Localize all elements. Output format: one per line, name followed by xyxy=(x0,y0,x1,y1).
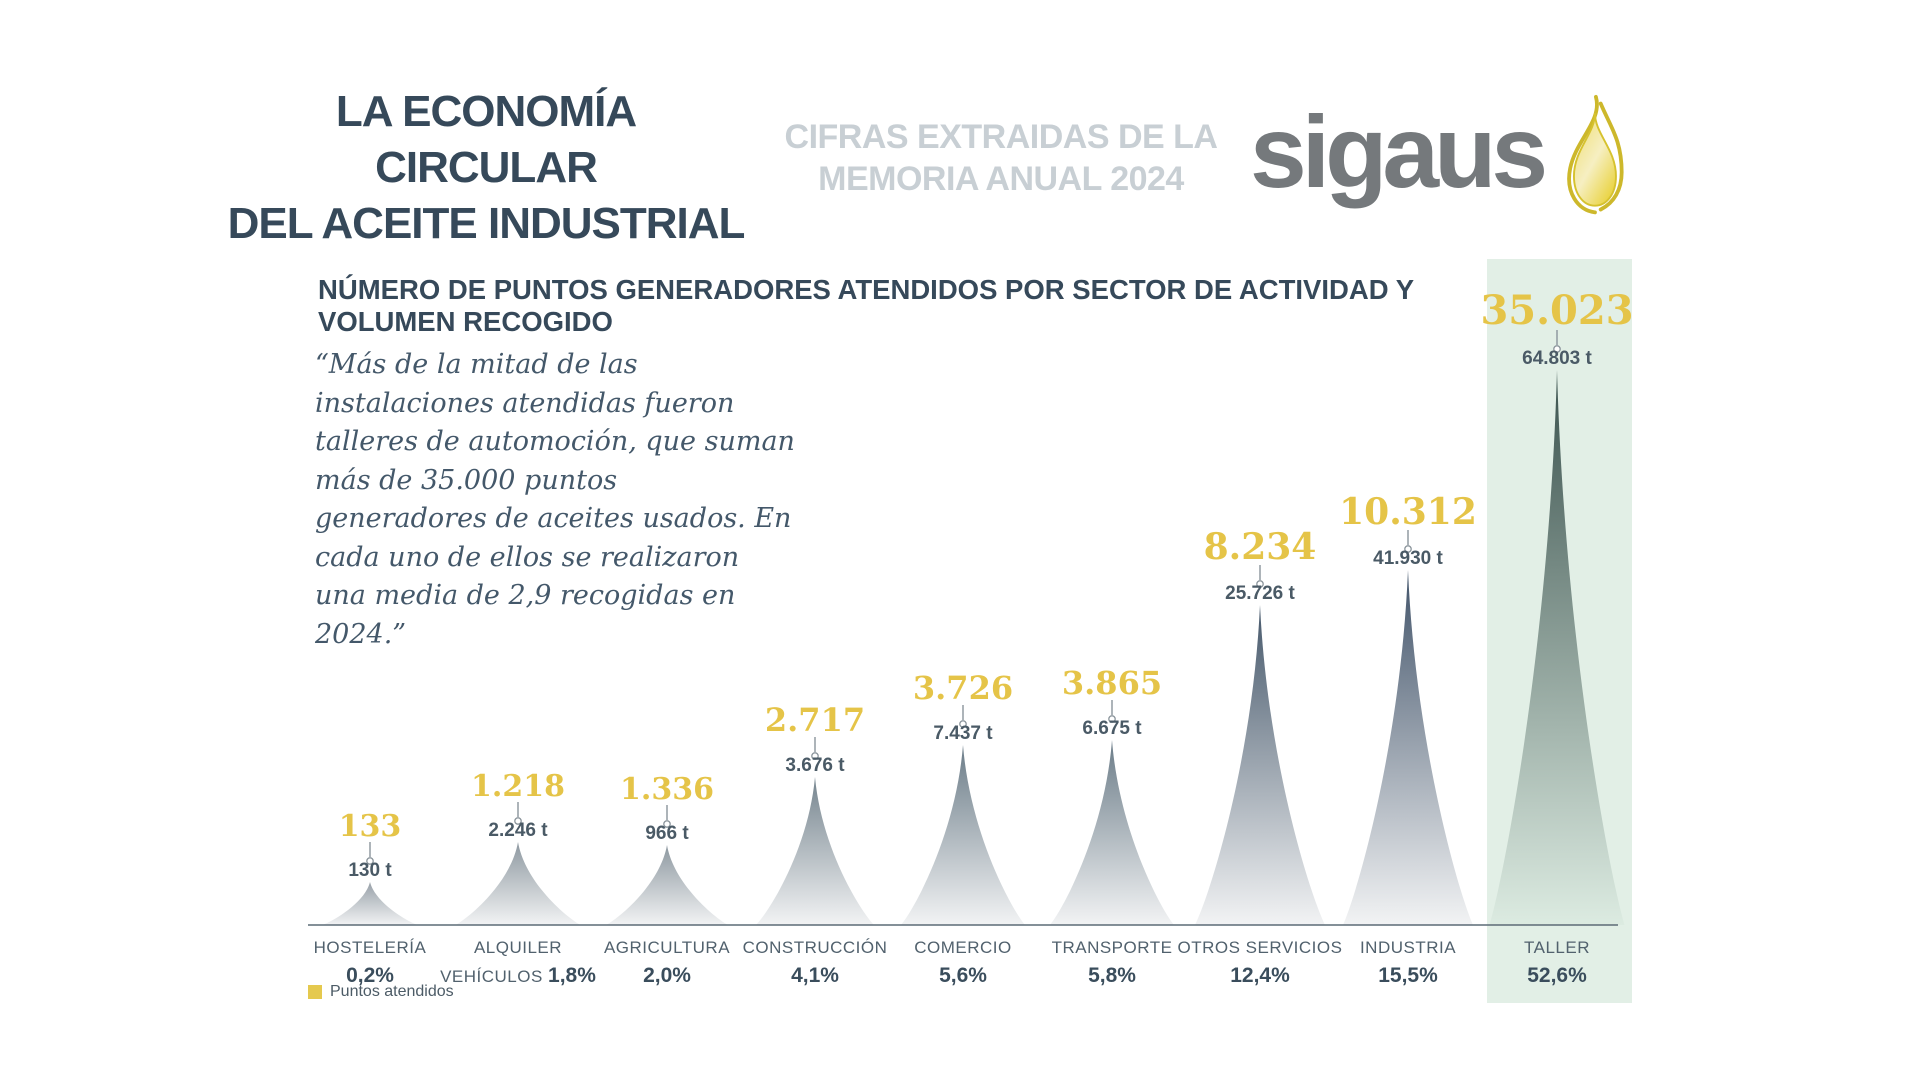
sigaus-logo: sigaus xyxy=(1250,94,1637,220)
puntos-value: 2.717 xyxy=(765,701,865,739)
source-subtitle-line1: CIFRAS EXTRAIDAS DE LA xyxy=(784,118,1218,156)
pin-dot xyxy=(1404,545,1412,553)
sector-pct: 0,2% xyxy=(346,964,394,987)
puntos-value: 1.336 xyxy=(620,772,714,807)
legend-swatch xyxy=(308,985,322,999)
sector-pct: 5,8% xyxy=(1088,964,1136,987)
page-title: LA ECONOMÍA CIRCULAR DEL ACEITE INDUSTRI… xyxy=(226,84,746,252)
sector-pct: 5,6% xyxy=(939,964,987,987)
volumen-value: 6.675 t xyxy=(1082,718,1142,739)
volumen-value: 25.726 t xyxy=(1225,583,1295,604)
source-subtitle: CIFRAS EXTRAIDAS DE LA MEMORIA ANUAL 202… xyxy=(783,116,1219,200)
page-title-line1: LA ECONOMÍA CIRCULAR xyxy=(335,87,637,192)
chart-title: NÚMERO DE PUNTOS GENERADORES ATENDIDOS P… xyxy=(318,274,1414,337)
logo-text: sigaus xyxy=(1250,95,1548,209)
peak-shape xyxy=(455,842,581,925)
legend-label: Puntos atendidos xyxy=(330,983,454,1000)
sector-pct: 2,0% xyxy=(643,964,691,987)
puntos-value: 1.218 xyxy=(471,769,565,804)
sector-label: TALLER xyxy=(1524,938,1590,957)
sector-label: INDUSTRIA xyxy=(1360,938,1456,957)
pin-dot xyxy=(1108,715,1116,723)
oil-drop-icon xyxy=(1567,94,1624,215)
peak-column-agricultura: 1.336 966 t AGRICULTURA 2,0% xyxy=(604,772,730,987)
sector-label: COMERCIO xyxy=(914,938,1012,957)
peak-shape xyxy=(1489,370,1625,925)
peak-column-hosteler-a: 133 130 t HOSTELERÍA 0,2% xyxy=(314,809,427,987)
sector-label: TRANSPORTE xyxy=(1052,938,1173,957)
volumen-value: 130 t xyxy=(348,860,392,881)
pin-dot xyxy=(1256,580,1264,588)
volumen-value: 64.803 t xyxy=(1522,348,1592,369)
sector-pct: 12,4% xyxy=(1230,964,1290,987)
pin-dot xyxy=(514,817,522,825)
pin-dot xyxy=(1553,345,1561,353)
pin-dot xyxy=(959,720,967,728)
volumen-value: 2.246 t xyxy=(488,820,548,841)
peak-column-otros-servicios: 8.234 25.726 t OTROS SERVICIOS 12,4% xyxy=(1178,526,1343,987)
peak-shape xyxy=(606,845,728,925)
peak-shape xyxy=(322,882,418,925)
volumen-value: 966 t xyxy=(645,823,689,844)
peak-shape xyxy=(901,745,1025,925)
sector-pct: 15,5% xyxy=(1378,964,1438,987)
pin-dot xyxy=(811,752,819,760)
puntos-value: 133 xyxy=(339,809,402,844)
peak-shape xyxy=(1050,740,1174,925)
puntos-value: 3.726 xyxy=(913,669,1013,707)
peak-column-comercio: 3.726 7.437 t COMERCIO 5,6% xyxy=(901,669,1025,987)
volumen-value: 7.437 t xyxy=(933,723,993,744)
volumen-value: 41.930 t xyxy=(1373,548,1443,569)
volumen-value: 3.676 t xyxy=(785,755,845,776)
source-subtitle-line2: MEMORIA ANUAL 2024 xyxy=(818,160,1184,198)
peak-column-industria: 10.312 41.930 t INDUSTRIA 15,5% xyxy=(1339,491,1477,987)
sector-label: HOSTELERÍA xyxy=(314,938,427,957)
sector-pct: VEHÍCULOS 1,8% xyxy=(440,964,596,987)
peak-column-construcci-n: 2.717 3.676 t CONSTRUCCIÓN 4,1% xyxy=(743,701,888,987)
sector-label: AGRICULTURA xyxy=(604,938,730,957)
peak-shape xyxy=(756,777,874,925)
pin-dot xyxy=(366,857,374,865)
sector-label: CONSTRUCCIÓN xyxy=(743,938,888,957)
legend: Puntos atendidos xyxy=(308,983,454,1001)
quote-text: “Más de la mitad de las instalaciones at… xyxy=(315,349,795,650)
peak-shape xyxy=(1195,605,1325,925)
peak-column-transporte: 3.865 6.675 t TRANSPORTE 5,8% xyxy=(1050,664,1174,987)
sector-label: OTROS SERVICIOS xyxy=(1178,938,1343,957)
puntos-value: 10.312 xyxy=(1339,491,1477,533)
page-title-line2: DEL ACEITE INDUSTRIAL xyxy=(227,199,746,248)
peak-column-taller: 35.023 64.803 t TALLER 52,6% xyxy=(1480,287,1633,987)
peak-shape xyxy=(1343,570,1473,925)
pin-dot xyxy=(663,820,671,828)
puntos-value: 35.023 xyxy=(1480,287,1633,334)
puntos-value: 3.865 xyxy=(1062,664,1162,702)
sector-pct: 4,1% xyxy=(791,964,839,987)
sector-pct: 52,6% xyxy=(1527,964,1587,987)
peak-column-alquiler: 1.218 2.246 t ALQUILER VEHÍCULOS 1,8% xyxy=(440,769,596,987)
sector-label: ALQUILER xyxy=(474,938,562,957)
puntos-value: 8.234 xyxy=(1204,526,1317,568)
